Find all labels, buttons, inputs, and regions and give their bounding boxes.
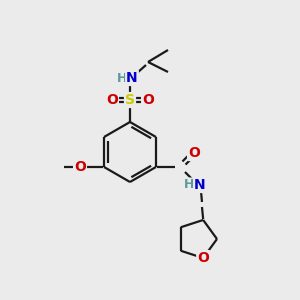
Text: N: N xyxy=(194,178,206,192)
Text: H: H xyxy=(117,71,127,85)
Text: O: O xyxy=(74,160,86,174)
Text: O: O xyxy=(188,146,200,160)
Text: O: O xyxy=(106,93,118,107)
Text: O: O xyxy=(197,251,209,265)
Text: O: O xyxy=(142,93,154,107)
Text: S: S xyxy=(125,93,135,107)
Text: N: N xyxy=(126,71,138,85)
Text: H: H xyxy=(184,178,194,191)
